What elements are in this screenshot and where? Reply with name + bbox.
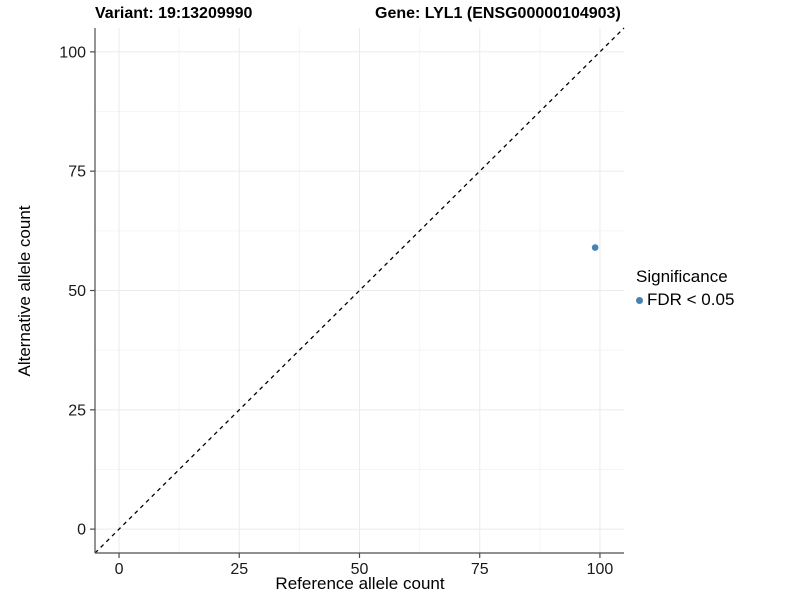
y-tick-label: 0 bbox=[77, 522, 86, 539]
y-tick-label: 50 bbox=[68, 283, 86, 300]
y-axis-title: Alternative allele count bbox=[15, 205, 34, 377]
legend-item: FDR < 0.05 bbox=[636, 290, 734, 310]
x-tick-label: 0 bbox=[115, 561, 124, 578]
variant-title: Variant: 19:13209990 bbox=[95, 5, 253, 22]
legend-title: Significance bbox=[636, 267, 728, 286]
y-tick-label: 75 bbox=[68, 164, 86, 181]
x-tick-label: 100 bbox=[587, 561, 614, 578]
legend-point-icon bbox=[636, 296, 643, 304]
x-tick-label: 75 bbox=[471, 561, 489, 578]
data-point bbox=[591, 244, 599, 251]
y-tick-label: 25 bbox=[68, 402, 86, 419]
x-axis-title: Reference allele count bbox=[275, 574, 445, 593]
x-tick-label: 50 bbox=[351, 561, 369, 578]
legend-item-label: FDR < 0.05 bbox=[647, 290, 735, 309]
gene-title: Gene: LYL1 (ENSG00000104903) bbox=[375, 5, 621, 22]
legend: Significance FDR < 0.05 bbox=[636, 267, 734, 310]
y-tick-label: 100 bbox=[59, 44, 86, 61]
x-tick-label: 25 bbox=[230, 561, 248, 578]
